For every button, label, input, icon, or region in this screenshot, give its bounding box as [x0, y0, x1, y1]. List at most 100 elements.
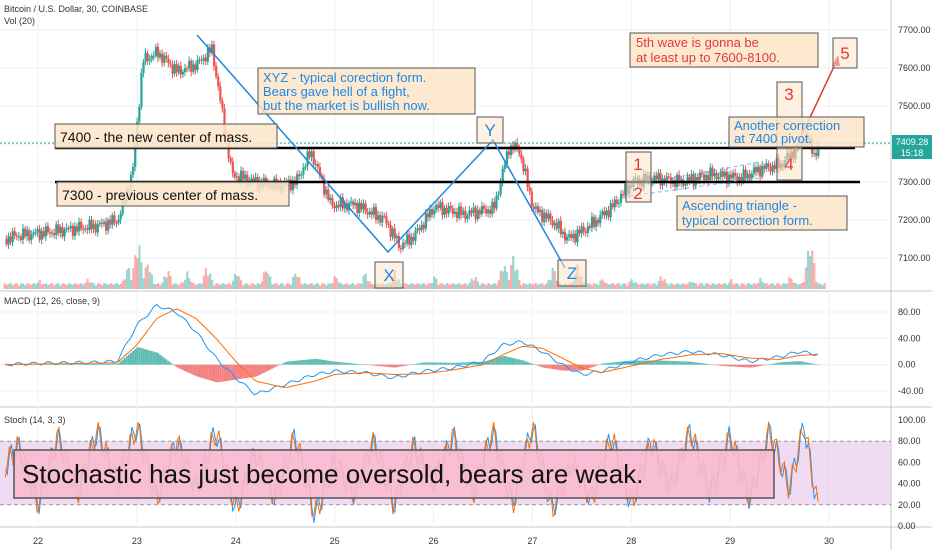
volume-bar [653, 283, 656, 289]
candle-body [528, 187, 531, 192]
macd-histogram-bar [682, 361, 685, 365]
candle-body [653, 175, 656, 182]
volume-bar [233, 273, 237, 289]
macd-histogram-bar [684, 361, 687, 365]
volume-bar [491, 284, 494, 289]
candle-body [254, 176, 257, 181]
candle-body [669, 177, 673, 184]
volume-bar [123, 279, 127, 289]
volume-bar [3, 283, 6, 289]
volume-bar [819, 283, 822, 289]
candle-body [746, 173, 749, 179]
volume-bar [761, 281, 764, 289]
volume-bar [211, 280, 214, 289]
candle-body [759, 166, 762, 177]
volume-bar [144, 267, 147, 289]
macd-histogram-bar [123, 357, 126, 365]
volume-bar [152, 283, 156, 289]
macd-histogram-bar [125, 356, 128, 365]
note-triangle: Ascending triangle - typical correction … [676, 195, 848, 231]
volume-bar [725, 284, 729, 289]
volume-bar [618, 283, 621, 289]
stoch-tick-label: 60.00 [898, 457, 921, 467]
macd-histogram-bar [659, 360, 662, 365]
macd-histogram-bar [210, 364, 213, 381]
candle-body [240, 170, 243, 182]
wave-4-label: 4 [784, 155, 793, 174]
volume-bar [447, 283, 450, 289]
macd-histogram-bar [347, 363, 350, 365]
macd-histogram-bar [304, 359, 307, 365]
macd-histogram-bar [269, 364, 272, 370]
candle-body [96, 224, 99, 233]
candle-body [426, 213, 430, 218]
macd-histogram-bar [495, 357, 498, 365]
volume-bar [532, 284, 536, 289]
volume-bar [146, 264, 149, 289]
note-xyz-line3: but the market is bullish now. [263, 98, 430, 113]
macd-histogram-bar [748, 364, 751, 368]
macd-histogram-bar [754, 364, 757, 367]
candle-body [553, 222, 556, 226]
volume-bar [640, 283, 644, 289]
macd-histogram-bar [744, 364, 747, 368]
candle-body [94, 223, 97, 233]
candle-body [543, 212, 546, 223]
macd-histogram-bar [341, 362, 344, 365]
volume-bar [175, 283, 178, 289]
candle-body [711, 167, 714, 177]
volume-bar [30, 284, 33, 289]
candle-body [447, 205, 450, 214]
candle-body [595, 219, 598, 227]
volume-bar [354, 285, 357, 289]
volume-bar [790, 278, 793, 289]
macd-histogram-bar [136, 347, 139, 365]
volume-bar [28, 283, 31, 289]
macd-histogram-bar [750, 364, 753, 368]
macd-histogram-bar [362, 364, 365, 365]
candle-body [44, 226, 48, 237]
volume-bar [277, 285, 280, 289]
candle-body [165, 55, 168, 59]
volume-bar [325, 285, 328, 289]
volume-bar [815, 281, 818, 289]
time-tick-label: 29 [725, 536, 735, 546]
candle-body [748, 173, 751, 179]
volume-bar [607, 284, 610, 289]
macd-histogram-bar [777, 362, 780, 365]
candle-body [607, 210, 610, 218]
macd-histogram-bar [574, 364, 577, 371]
volume-bar [657, 280, 660, 289]
macd-histogram-bar [746, 364, 749, 368]
volume-bar [159, 284, 162, 289]
volume-bar [42, 284, 46, 289]
macd-label: MACD (12, 26, close, 9) [4, 296, 100, 306]
volume-bar [775, 283, 779, 289]
candle-body [391, 228, 394, 237]
volume-bar [584, 285, 587, 289]
macd-histogram-bar [196, 364, 199, 377]
macd-histogram-bar [94, 363, 97, 365]
macd-histogram-bar [676, 361, 679, 365]
macd-histogram-bar [551, 364, 554, 370]
macd-histogram-bar [692, 361, 695, 365]
volume-bar [524, 284, 527, 289]
volume-bar [784, 283, 787, 289]
volume-bar [337, 282, 340, 289]
volume-bar [98, 283, 102, 289]
macd-histogram-bar [387, 364, 390, 367]
candle-body [485, 208, 488, 214]
macd-histogram-bar [206, 364, 209, 380]
volume-bar [732, 284, 735, 289]
macd-histogram-bar [439, 362, 442, 365]
candle-body [109, 219, 112, 225]
time-tick-label: 24 [231, 536, 241, 546]
macd-histogram-bar [808, 363, 811, 365]
macd-histogram-bar [555, 364, 558, 370]
macd-histogram-bar [798, 361, 801, 365]
macd-histogram-bar [499, 356, 502, 365]
candle-body [449, 205, 452, 209]
candle-body [609, 203, 612, 218]
macd-histogram-bar [460, 362, 463, 365]
candle-body [597, 219, 600, 224]
